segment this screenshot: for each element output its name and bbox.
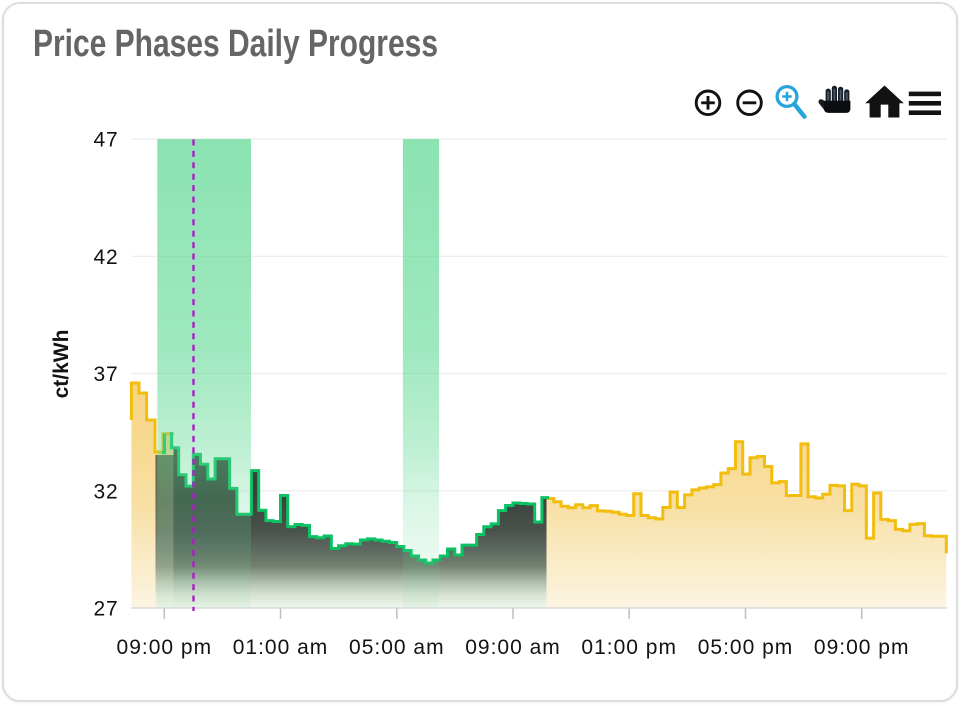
svg-text:05:00 am: 05:00 am [349,636,445,659]
svg-text:ct/kWh: ct/kWh [50,330,73,399]
svg-text:01:00 am: 01:00 am [233,636,329,659]
svg-text:05:00 pm: 05:00 pm [698,636,794,659]
svg-text:47: 47 [94,129,119,152]
svg-text:01:00 pm: 01:00 pm [581,636,677,659]
svg-text:Price Phases Daily Progress: Price Phases Daily Progress [33,23,438,65]
svg-text:37: 37 [94,363,119,386]
svg-text:09:00 am: 09:00 am [465,636,561,659]
svg-text:09:00 pm: 09:00 pm [814,636,910,659]
svg-text:42: 42 [94,246,119,269]
svg-text:09:00 pm: 09:00 pm [117,636,213,659]
svg-text:32: 32 [94,480,119,503]
svg-text:27: 27 [94,598,119,621]
